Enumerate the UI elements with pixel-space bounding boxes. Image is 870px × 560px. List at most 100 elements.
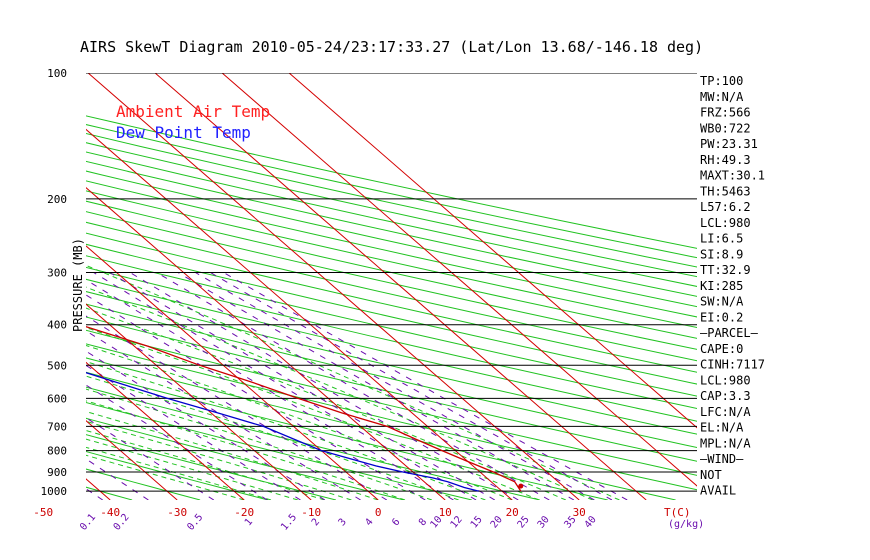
stability-index-entry: MAXT:30.1 bbox=[700, 169, 765, 183]
y-axis-label: PRESSURE (MB) bbox=[71, 238, 85, 332]
mixing-ratio-label: 20 bbox=[489, 514, 505, 530]
pressure-ticks: 100 200 300 400 500 600 700 800 900 1000 bbox=[41, 67, 68, 498]
pressure-tick-label: 100 bbox=[47, 67, 67, 80]
stability-index-entry: SW:N/A bbox=[700, 295, 744, 309]
ambient-air-temp-line bbox=[86, 326, 522, 492]
stability-index-entry: KI:285 bbox=[700, 279, 743, 293]
isotherm-line bbox=[86, 420, 178, 500]
isotherm-line bbox=[86, 186, 446, 500]
dry-adiabat-line bbox=[86, 303, 697, 449]
legend-dew-point-temp: Dew Point Temp bbox=[116, 123, 251, 142]
bottom-temp-tick-label: -50 bbox=[33, 506, 53, 519]
mixing-ratio-line bbox=[86, 350, 326, 500]
stability-index-entry: LCL:980 bbox=[700, 216, 751, 230]
mixing-ratio-label: 6 bbox=[390, 517, 402, 529]
pressure-tick-label: 700 bbox=[47, 420, 67, 433]
dry-adiabat-line bbox=[86, 211, 697, 350]
stability-index-entry: CINH:7117 bbox=[700, 358, 765, 372]
profile-series bbox=[86, 326, 524, 492]
x-axis-label: T(C) bbox=[664, 506, 691, 519]
moist-adiabat-line bbox=[86, 438, 298, 500]
dry-adiabat-line bbox=[86, 386, 540, 500]
dew-point-temp-line bbox=[86, 372, 479, 492]
pressure-tick-label: 900 bbox=[47, 466, 67, 479]
dry-adiabat-line bbox=[86, 190, 697, 329]
stability-index-entry: LCL:980 bbox=[700, 373, 751, 387]
dry-adiabat-line bbox=[86, 170, 697, 308]
stability-index-entry: –PARCEL– bbox=[700, 326, 759, 340]
moist-adiabat-line bbox=[86, 307, 567, 500]
mixing-ratio-line bbox=[86, 279, 454, 500]
moist-adiabat-line bbox=[86, 286, 593, 500]
mixing-ratio-label: 0.5 bbox=[185, 512, 205, 533]
mixing-ratio-labels: 0.1 0.2 0.5 1 1.5 2 3 4 6 8 10 12 15 20 25 30 35 40 bbox=[78, 512, 599, 533]
bottom-temp-tick-label: 20 bbox=[506, 506, 519, 519]
mixing-ratio-label: 30 bbox=[536, 514, 552, 530]
legend-ambient-air-temp: Ambient Air Temp bbox=[116, 102, 270, 121]
stability-index-entry: NOT bbox=[700, 468, 722, 482]
pressure-tick-label: 500 bbox=[47, 359, 67, 372]
stability-index-entry: RH:49.3 bbox=[700, 153, 751, 167]
isotherms bbox=[86, 73, 697, 500]
mixing-ratio-line bbox=[86, 315, 388, 500]
stability-index-entry: TH:5463 bbox=[700, 184, 751, 198]
mixing-ratio-line bbox=[129, 272, 519, 500]
mixing-unit-label: (g/kg) bbox=[668, 519, 704, 530]
stability-index-entry: CAPE:0 bbox=[700, 342, 743, 356]
moist-adiabat-line bbox=[86, 344, 513, 500]
pressure-tick-label: 1000 bbox=[41, 485, 68, 498]
moist-adiabat-line bbox=[86, 264, 620, 500]
pressure-tick-label: 800 bbox=[47, 445, 67, 458]
stability-index-entry: LI:6.5 bbox=[700, 232, 743, 246]
mixing-ratio-label: 2 bbox=[310, 517, 322, 529]
mixing-ratio-line bbox=[86, 458, 149, 500]
dry-adiabat-line bbox=[86, 255, 697, 397]
dry-adiabat-line bbox=[86, 115, 697, 249]
stability-index-entry: MW:N/A bbox=[700, 90, 744, 104]
dry-adiabat-line bbox=[86, 221, 697, 362]
isotherm-line bbox=[86, 128, 513, 500]
mixing-ratio-line bbox=[86, 417, 215, 500]
isotherm-line bbox=[288, 73, 697, 429]
pressure-tick-label: 600 bbox=[47, 392, 67, 405]
stability-index-entry: TP:100 bbox=[700, 74, 743, 88]
chart-title: AIRS SkewT Diagram 2010-05-24/23:17:33.2… bbox=[80, 38, 703, 56]
dry-adiabat-line bbox=[86, 329, 697, 476]
dry-adiabat-line bbox=[86, 451, 269, 500]
mixing-ratio-line bbox=[156, 272, 550, 500]
mixing-ratio-line bbox=[86, 384, 268, 500]
moist-adiabats bbox=[86, 264, 620, 500]
mixing-ratio-label: 15 bbox=[469, 514, 485, 530]
moist-adiabat-line bbox=[86, 375, 459, 500]
pressure-tick-label: 400 bbox=[47, 319, 67, 332]
stability-index-entry: SI:8.9 bbox=[700, 247, 743, 261]
stability-index-entry: PW:23.31 bbox=[700, 137, 758, 151]
dry-adiabat-line bbox=[86, 180, 697, 318]
bottom-temp-tick-label: 10 bbox=[439, 506, 452, 519]
dry-adiabat-line bbox=[86, 417, 405, 500]
stability-index-entry: MPL:N/A bbox=[700, 436, 751, 450]
stability-index-entry: L57:6.2 bbox=[700, 200, 751, 214]
moist-adiabat-line bbox=[86, 400, 406, 500]
isotherm-line bbox=[221, 73, 697, 487]
bottom-temp-tick-label: -20 bbox=[234, 506, 254, 519]
stability-index-entry: AVAIL bbox=[700, 484, 736, 498]
dry-adiabat-line bbox=[86, 371, 608, 500]
surface-marker bbox=[518, 483, 524, 489]
skewt-grid bbox=[86, 73, 697, 500]
mixing-ratio-line bbox=[86, 294, 426, 500]
dry-adiabat-line bbox=[86, 343, 697, 491]
isotherm-line bbox=[154, 73, 647, 500]
bottom-temp-tick-label: -30 bbox=[167, 506, 187, 519]
stability-index-entry: WB0:722 bbox=[700, 121, 751, 135]
bottom-temp-ticks: -50 -40 -30 -20 -10 0 10 20 30 bbox=[33, 506, 586, 519]
mixing-ratio-line bbox=[93, 272, 477, 500]
stability-index-entry: LFC:N/A bbox=[700, 405, 751, 419]
mixing-ratio-lines bbox=[86, 272, 628, 500]
dry-adiabat-line bbox=[86, 151, 697, 287]
dry-adiabat-line bbox=[86, 243, 697, 385]
mixing-ratio-label: 0.1 bbox=[78, 512, 98, 533]
mixing-ratio-label: 1.5 bbox=[279, 512, 299, 533]
isotherm-line bbox=[86, 245, 379, 500]
